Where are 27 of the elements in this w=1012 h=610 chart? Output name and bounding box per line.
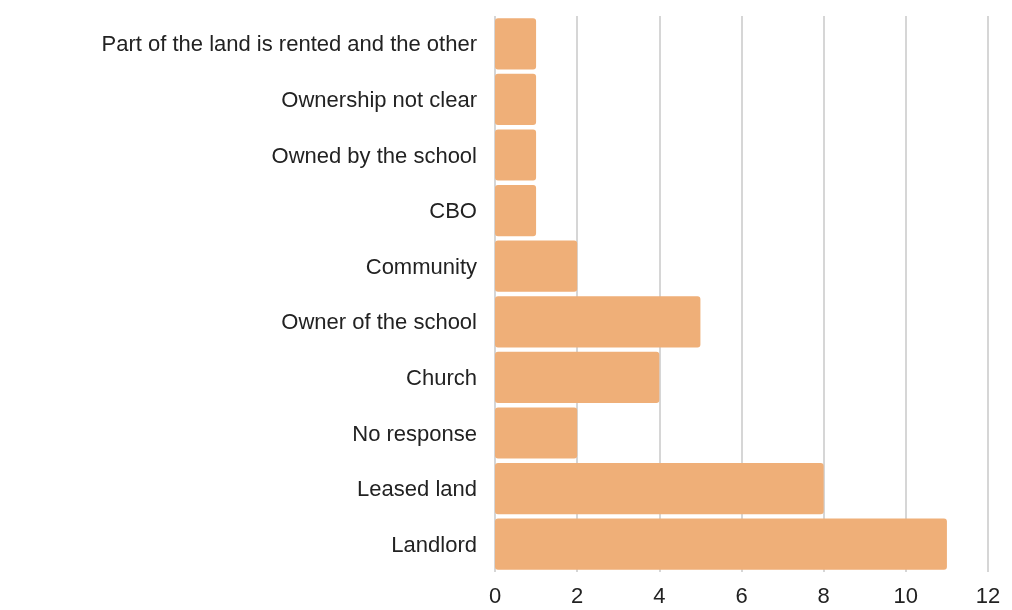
x-tick-label: 8	[817, 582, 830, 608]
y-tick-label: Community	[365, 253, 477, 279]
x-tick-label: 0	[488, 582, 502, 608]
bar	[495, 463, 824, 515]
y-tick-label: Owned by the school	[271, 142, 477, 168]
bar	[495, 240, 578, 292]
x-tick-label: 10	[893, 582, 919, 608]
y-tick-label: Ownership not clear	[281, 86, 477, 112]
x-tick-label: 4	[653, 582, 666, 608]
x-tick-label: 12	[975, 582, 1001, 608]
bar	[495, 351, 660, 403]
bar	[495, 129, 537, 181]
bar	[495, 518, 947, 570]
bar	[495, 185, 537, 237]
bar	[495, 407, 578, 459]
y-tick-label: Part of the land is rented and the other	[101, 31, 477, 57]
y-tick-label: CBO	[429, 198, 477, 224]
y-tick-label: Owner of the school	[281, 309, 477, 335]
y-tick-label: Landlord	[391, 531, 477, 557]
x-tick-label: 6	[735, 582, 748, 608]
y-tick-label: Church	[406, 364, 477, 390]
x-tick-label: 2	[571, 582, 584, 608]
bar	[495, 18, 537, 70]
y-tick-label: No response	[352, 420, 477, 446]
y-tick-label: Leased land	[357, 476, 477, 502]
bar	[495, 73, 537, 125]
bar	[495, 296, 701, 348]
